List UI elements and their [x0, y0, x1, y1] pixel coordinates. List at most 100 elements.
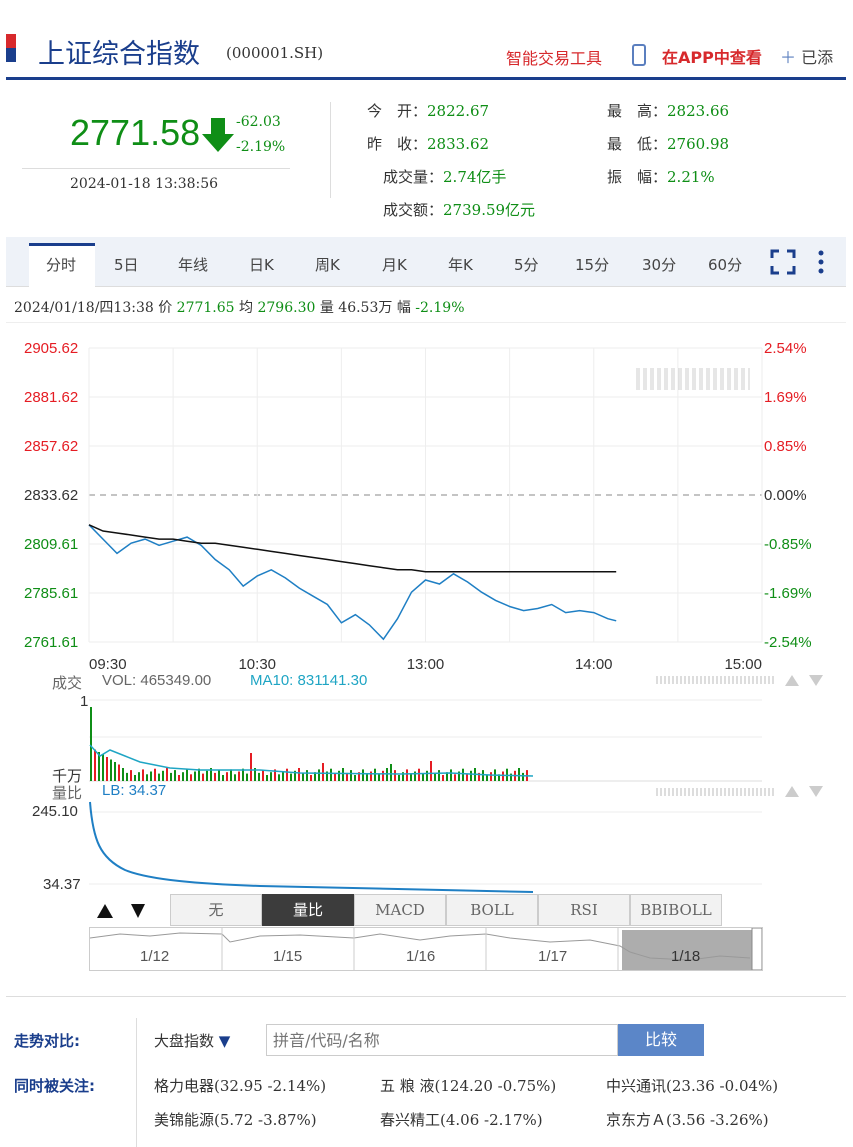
volume-bar [146, 774, 148, 781]
x-tick: 10:30 [238, 656, 276, 673]
volume-ma-line [89, 744, 534, 777]
indicator-bbiboll[interactable]: BBIBOLL [630, 894, 722, 926]
volume-panel-handle[interactable] [656, 676, 774, 684]
volume-bar [262, 770, 264, 781]
volume-bar [218, 770, 220, 781]
volume-bar [118, 764, 120, 781]
volume-bar [258, 772, 260, 781]
indicator-rsi[interactable]: RSI [538, 894, 630, 926]
more-menu-icon[interactable] [817, 249, 825, 275]
volume-bar [354, 775, 356, 781]
open-item: 今 开：2822.67 [367, 102, 490, 120]
open-in-app-link[interactable]: 在APP中查看 [662, 48, 762, 67]
volume-bar [234, 774, 236, 781]
ratio-panel-handle[interactable] [656, 788, 774, 796]
volume-bar [266, 775, 268, 781]
volume-bar [122, 768, 124, 781]
volume-bar [198, 768, 200, 781]
volume-bar [250, 753, 252, 781]
volume-bar [298, 768, 300, 781]
panel-up-icon[interactable] [785, 675, 799, 686]
volume-bar [186, 769, 188, 781]
y-tick-right: -2.54% [764, 634, 812, 651]
volume-bar [450, 769, 452, 781]
indicator-ratio[interactable]: 量比 [262, 894, 354, 926]
scroll-up-icon[interactable] [97, 904, 113, 918]
ratio-chart [89, 801, 762, 893]
quote-datetime: 2024-01-18 13:38:56 [70, 176, 219, 192]
tab-weekly-k[interactable]: 周K [315, 256, 340, 274]
chart-tabs: 分时 5日 年线 日K 周K 月K 年K 5分 15分 30分 60分 [6, 237, 846, 288]
volume-bar [102, 754, 104, 781]
indicator-none[interactable]: 无 [170, 894, 262, 926]
volume-bar [222, 775, 224, 781]
x-tick: 09:30 [89, 656, 127, 673]
volume-bar [502, 771, 504, 781]
tab-daily-k[interactable]: 日K [249, 256, 274, 274]
compare-search-input[interactable] [266, 1024, 618, 1056]
related-item[interactable]: 春兴精工(4.06 -2.17%) [380, 1111, 543, 1129]
trade-tool-link[interactable]: 智能交易工具 [506, 49, 603, 68]
volume-bar [454, 774, 456, 781]
y-tick-right: 0.85% [764, 438, 807, 455]
tab-15min[interactable]: 15分 [575, 256, 610, 274]
volume-bar [158, 773, 160, 781]
panel-down-icon[interactable] [809, 675, 823, 686]
volume-bar [230, 769, 232, 781]
x-tick: 15:00 [724, 656, 762, 673]
volume-bar [426, 770, 428, 781]
y-tick-left: 2905.62 [24, 340, 78, 357]
fullscreen-icon[interactable] [770, 249, 796, 275]
volume-bar [382, 770, 384, 781]
volume-bar [470, 770, 472, 781]
tab-monthly-k[interactable]: 月K [382, 256, 407, 274]
volume-bar [282, 771, 284, 781]
navigator-selection[interactable] [622, 930, 752, 970]
tab-60min[interactable]: 60分 [708, 256, 743, 274]
volume-bar [274, 769, 276, 781]
mini-date-1: 1/15 [273, 948, 303, 965]
volume-bar [94, 749, 96, 781]
volume-bar [398, 775, 400, 781]
indicator-macd[interactable]: MACD [354, 894, 446, 926]
ratio-bottom-label: 34.37 [43, 876, 81, 893]
tab-30min[interactable]: 30分 [642, 256, 677, 274]
tab-5day[interactable]: 5日 [114, 256, 139, 274]
related-item[interactable]: 京东方Ａ(3.56 -3.26%) [606, 1111, 769, 1129]
volume-bar [374, 768, 376, 781]
volume-bar [210, 768, 212, 781]
volume-bar [138, 772, 140, 781]
logo-bar [6, 34, 16, 62]
intraday-chart[interactable]: 2905.62 2.54% 2881.62 1.69% 2857.62 0.85% 2833… [0, 330, 853, 675]
add-watchlist-button[interactable]: ＋ 已添 [780, 44, 833, 68]
related-item[interactable]: 中兴通讯(23.36 -0.04%) [606, 1077, 779, 1095]
compare-select[interactable]: 大盘指数 ▼ [154, 1032, 231, 1050]
compare-separator [136, 1018, 137, 1147]
ratio-down-icon[interactable] [809, 786, 823, 797]
tab-yearly-k[interactable]: 年K [448, 256, 473, 274]
volume-bar [90, 707, 92, 781]
compare-button[interactable]: 比较 [618, 1024, 704, 1056]
scroll-down-icon[interactable] [131, 904, 145, 918]
related-item[interactable]: 格力电器(32.95 -2.14%) [154, 1077, 327, 1095]
range-navigator[interactable]: 1/12 1/15 1/16 1/17 1/18 [89, 927, 763, 971]
ma10-text: MA10: 831141.30 [250, 672, 368, 689]
mini-date-4: 1/18 [671, 948, 701, 965]
volume-bar [346, 772, 348, 781]
tab-year-line[interactable]: 年线 [178, 256, 209, 274]
related-item[interactable]: 五 粮 液(124.20 -0.75%) [380, 1077, 557, 1095]
ratio-up-icon[interactable] [785, 786, 799, 797]
volume-bar [510, 773, 512, 781]
volume-panel-title: 成交 [52, 675, 83, 692]
tab-5min[interactable]: 5分 [514, 256, 539, 274]
volume-bar [390, 764, 392, 781]
section-divider [6, 996, 846, 997]
volume-bar [430, 761, 432, 781]
tab-intraday[interactable]: 分时 [46, 256, 77, 274]
volume-bar [162, 770, 164, 781]
navigator-handle[interactable] [751, 928, 762, 970]
indicator-boll[interactable]: BOLL [446, 894, 538, 926]
related-item[interactable]: 美锦能源(5.72 -3.87%) [154, 1111, 317, 1129]
current-price: 2771.58 [70, 112, 201, 153]
volume-bar [190, 774, 192, 781]
